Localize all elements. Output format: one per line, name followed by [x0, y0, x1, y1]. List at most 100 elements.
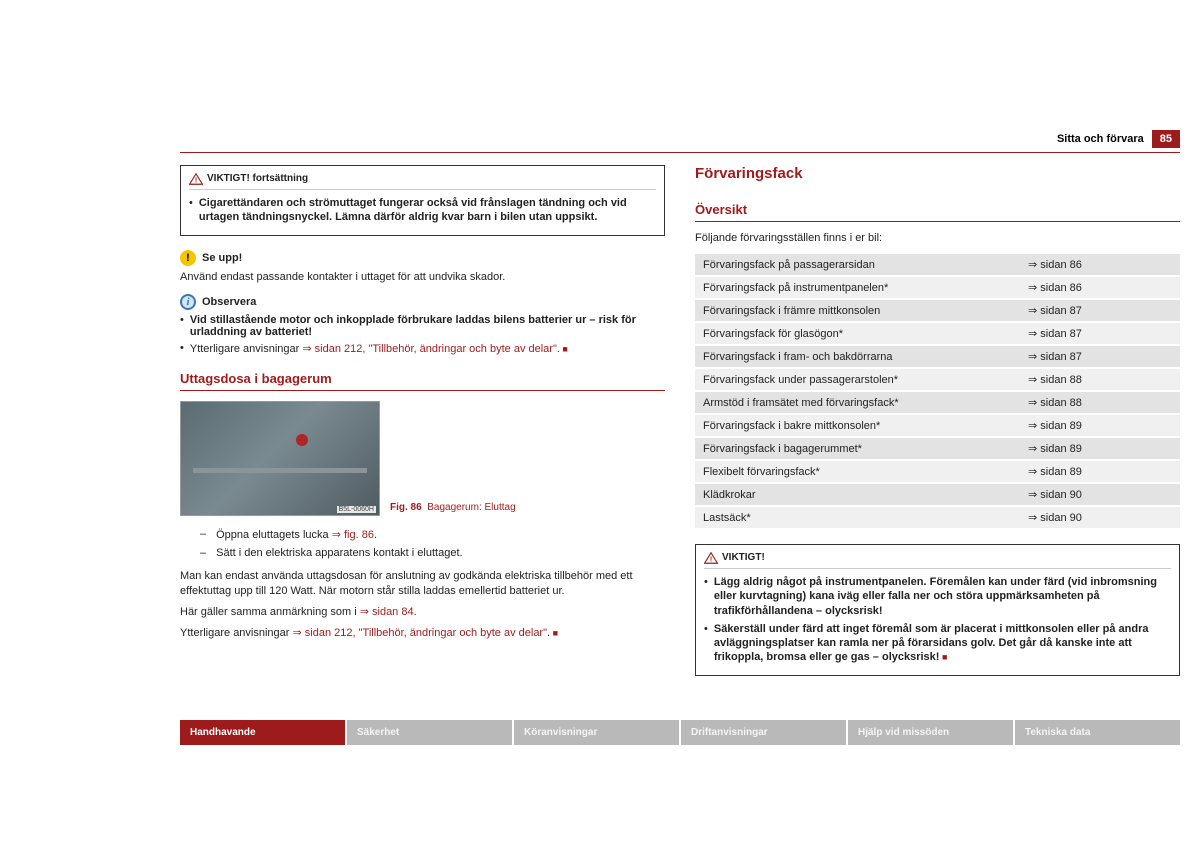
subsection-heading: Uttagsdosa i bagagerum [180, 371, 665, 386]
page-ref-link[interactable]: ⇒ sidan 212, "Tillbehör, ändringar och b… [302, 343, 560, 355]
figure: B5L-0060H Fig. 86 Bagagerum: Eluttag [180, 401, 665, 516]
table-cell-label: Flexibelt förvaringsfack* [695, 460, 1020, 483]
section-title: Sitta och förvara [1057, 133, 1144, 145]
para-pre: Här gäller samma anmärkning som i [180, 606, 360, 618]
right-column: Förvaringsfack Översikt Följande förvari… [695, 165, 1180, 690]
table-cell-label: Förvaringsfack i bagagerummet* [695, 437, 1020, 460]
note-ref-text: Ytterligare anvisningar ⇒ sidan 212, "Ti… [190, 342, 568, 355]
warning-text: Lägg aldrig något på instrumentpanelen. … [714, 575, 1171, 618]
step: Sätt i den elektriska apparatens kontakt… [200, 547, 665, 559]
left-column: ! VIKTIGT! fortsättning Cigarettändaren … [180, 165, 665, 690]
warning-text: Säkerställ under färd att inget föremål … [714, 622, 1171, 665]
table-cell-ref[interactable]: sidan 89 [1020, 414, 1180, 437]
table-row: Flexibelt förvaringsfack*sidan 89 [695, 460, 1180, 483]
warning-header: ! VIKTIGT! [704, 551, 1171, 569]
paragraph: Ytterligare anvisningar ⇒ sidan 212, "Ti… [180, 626, 665, 641]
tab-koranvisningar[interactable]: Köranvisningar [512, 720, 679, 745]
table-cell-label: Armstöd i framsätet med förvaringsfack* [695, 391, 1020, 414]
warning-box: ! VIKTIGT! Lägg aldrig något på instrume… [695, 544, 1180, 676]
warning-title: VIKTIGT! fortsättning [207, 172, 308, 185]
table-row: Armstöd i framsätet med förvaringsfack*s… [695, 391, 1180, 414]
tab-driftanvisningar[interactable]: Driftanvisningar [679, 720, 846, 745]
table-cell-ref[interactable]: sidan 87 [1020, 345, 1180, 368]
warning-bullet: Lägg aldrig något på instrumentpanelen. … [704, 575, 1171, 618]
table-row: Klädkrokarsidan 90 [695, 483, 1180, 506]
bullet-icon [180, 314, 184, 338]
warning-header: ! VIKTIGT! fortsättning [189, 172, 656, 190]
table-row: Förvaringsfack för glasögon*sidan 87 [695, 322, 1180, 345]
table-cell-label: Förvaringsfack på passagerarsidan [695, 253, 1020, 276]
step: Öppna eluttagets lucka ⇒ fig. 86. [200, 528, 665, 541]
caution-icon: ! [180, 250, 196, 266]
table-cell-ref[interactable]: sidan 89 [1020, 460, 1180, 483]
step-text: Sätt i den elektriska apparatens kontakt… [216, 547, 462, 559]
section-end-icon [550, 628, 558, 638]
caution-header: ! Se upp! [180, 250, 665, 266]
note-ref: Ytterligare anvisningar ⇒ sidan 212, "Ti… [180, 342, 665, 355]
figure-caption: Fig. 86 Bagagerum: Eluttag [390, 502, 516, 516]
steps-list: Öppna eluttagets lucka ⇒ fig. 86. Sätt i… [200, 528, 665, 559]
columns: ! VIKTIGT! fortsättning Cigarettändaren … [180, 165, 1180, 690]
page-ref-link[interactable]: ⇒ sidan 84 [360, 606, 414, 618]
caution-title: Se upp! [202, 252, 242, 264]
table-cell-ref[interactable]: sidan 90 [1020, 506, 1180, 528]
table-row: Förvaringsfack i bakre mittkonsolen*sida… [695, 414, 1180, 437]
para-post: . [414, 606, 417, 618]
table-row: Förvaringsfack i främre mittkonsolensida… [695, 299, 1180, 322]
table-row: Förvaringsfack på passagerarsidansidan 8… [695, 253, 1180, 276]
warning-text-inner: Säkerställ under färd att inget föremål … [714, 623, 1149, 664]
page-number: 85 [1152, 130, 1180, 148]
page-header: Sitta och förvara 85 [180, 130, 1180, 148]
note-title: Observera [202, 296, 256, 308]
table-cell-ref[interactable]: sidan 90 [1020, 483, 1180, 506]
table-cell-ref[interactable]: sidan 86 [1020, 253, 1180, 276]
note-bullet: Vid stillastående motor och inkopplade f… [180, 314, 665, 338]
fig-ref-link[interactable]: ⇒ fig. 86 [332, 529, 374, 541]
table-row: Förvaringsfack i fram- och bakdörrarnasi… [695, 345, 1180, 368]
warning-bullet: Säkerställ under färd att inget föremål … [704, 622, 1171, 665]
para-pre: Ytterligare anvisningar [180, 627, 293, 639]
figure-caption-text: Bagagerum: Eluttag [427, 502, 515, 513]
table-cell-ref[interactable]: sidan 88 [1020, 391, 1180, 414]
table-cell-label: Förvaringsfack i främre mittkonsolen [695, 299, 1020, 322]
footer-tabs: Handhavande Säkerhet Köranvisningar Drif… [180, 720, 1180, 745]
table-cell-ref[interactable]: sidan 89 [1020, 437, 1180, 460]
table-row: Förvaringsfack på instrumentpanelen*sida… [695, 276, 1180, 299]
note-ref-pre: Ytterligare anvisningar [190, 343, 303, 355]
tab-sakerhet[interactable]: Säkerhet [345, 720, 512, 745]
table-row: Förvaringsfack i bagagerummet*sidan 89 [695, 437, 1180, 460]
warning-icon: ! [704, 552, 718, 564]
table-cell-label: Lastsäck* [695, 506, 1020, 528]
warning-bullets: Lägg aldrig något på instrumentpanelen. … [704, 575, 1171, 665]
figure-caption-number: Fig. 86 [390, 502, 422, 513]
page-ref-link[interactable]: ⇒ sidan 212, "Tillbehör, ändringar och b… [293, 627, 548, 639]
table-cell-ref[interactable]: sidan 87 [1020, 299, 1180, 322]
table-cell-ref[interactable]: sidan 87 [1020, 322, 1180, 345]
section-heading: Förvaringsfack [695, 165, 1180, 182]
table-cell-ref[interactable]: sidan 86 [1020, 276, 1180, 299]
table-cell-label: Förvaringsfack för glasögon* [695, 322, 1020, 345]
table-cell-label: Klädkrokar [695, 483, 1020, 506]
tab-handhavande[interactable]: Handhavande [180, 720, 345, 745]
tab-tekniska[interactable]: Tekniska data [1013, 720, 1180, 745]
table-cell-label: Förvaringsfack under passagerarstolen* [695, 368, 1020, 391]
step-text: Öppna eluttagets lucka ⇒ fig. 86. [216, 528, 377, 541]
note-bullet-text: Vid stillastående motor och inkopplade f… [190, 314, 665, 338]
table-cell-label: Förvaringsfack i fram- och bakdörrarna [695, 345, 1020, 368]
table-cell-label: Förvaringsfack i bakre mittkonsolen* [695, 414, 1020, 437]
figure-decor [296, 434, 308, 446]
figure-id: B5L-0060H [337, 506, 376, 513]
bullet-icon [180, 342, 184, 355]
paragraph: Man kan endast använda uttagsdosan för a… [180, 569, 665, 599]
table-row: Lastsäck*sidan 90 [695, 506, 1180, 528]
overview-table: Förvaringsfack på passagerarsidansidan 8… [695, 252, 1180, 528]
info-icon: i [180, 294, 196, 310]
warning-title: VIKTIGT! [722, 551, 765, 564]
tab-hjalp[interactable]: Hjälp vid missöden [846, 720, 1013, 745]
bullet-icon [189, 196, 193, 225]
intro-text: Följande förvaringsställen finns i er bi… [695, 232, 1180, 244]
bullet-icon [704, 575, 708, 618]
caution-text: Använd endast passande kontakter i uttag… [180, 270, 665, 285]
warning-text: Cigarettändaren och strömuttaget fungera… [199, 196, 656, 225]
table-cell-ref[interactable]: sidan 88 [1020, 368, 1180, 391]
